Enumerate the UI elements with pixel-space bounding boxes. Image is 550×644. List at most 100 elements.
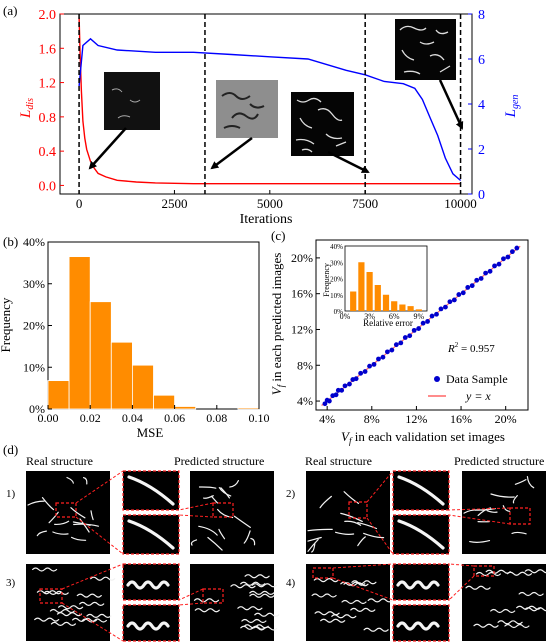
fiber (526, 476, 535, 489)
data-point (322, 401, 328, 407)
fiber (237, 606, 263, 611)
fiber (218, 528, 226, 540)
y-tick-label: 20% (23, 319, 45, 333)
zoom-connector (448, 575, 475, 601)
fiber (343, 491, 360, 504)
inset-x-tick-label: 0% (340, 312, 351, 321)
data-point (347, 381, 352, 387)
fiber (244, 574, 270, 579)
panel-c-r2-exp: 2 (455, 341, 459, 349)
panel-d-row-2: 2) (286, 488, 296, 500)
histogram-bar (174, 406, 197, 410)
fiber (314, 611, 340, 616)
y-tick-label: 8% (297, 358, 313, 372)
panel-d: (d) Real structure Predicted structure R… (3, 442, 550, 642)
data-point (514, 245, 520, 251)
fiber (36, 590, 62, 595)
fiber (249, 590, 275, 595)
series-l-dis (78, 17, 461, 185)
inset-image-3 (291, 92, 354, 156)
panel-c-xlabel-rest: in each validation set images (352, 429, 505, 444)
zoom-connector (75, 470, 124, 504)
fiber (72, 521, 91, 526)
region-of-interest (348, 501, 368, 519)
zoomed-fiber (126, 621, 170, 631)
inset-bar (358, 262, 365, 311)
panel-a: (a) 0.0 0.4 0.8 1.2 1.6 2.0 0 2 4 6 8 0 2500 5000 75… (3, 3, 521, 227)
data-point (335, 387, 341, 393)
legend-label-yx: y = x (465, 389, 491, 403)
panel-a-right-ylabel-sub: gen (510, 95, 521, 109)
data-point (438, 306, 444, 312)
panel-a-x-ticks: 0 2500 5000 7500 10000 (76, 190, 477, 211)
fiber (311, 593, 337, 598)
histogram-bar (47, 380, 70, 410)
fiber (307, 538, 319, 552)
fiber (486, 510, 498, 513)
fiber (251, 583, 277, 588)
panel-b: (b) 0.00 0.02 0.04 0.06 0.08 0.10 0% 10% 20% 30%… (0, 234, 270, 440)
panel-d-real-label-right: Real structure (305, 454, 372, 468)
fiber (473, 623, 499, 628)
fiber (243, 530, 251, 544)
data-point (407, 333, 413, 339)
inset-y-tick-label: 20% (330, 276, 343, 284)
zoom-connector (366, 517, 394, 555)
fiber (190, 539, 198, 546)
fiber (485, 569, 511, 574)
data-point (385, 349, 390, 355)
data-point (456, 292, 462, 297)
panel-c-plot-frame (315, 239, 529, 411)
fiber (249, 593, 275, 598)
fiber (341, 599, 367, 605)
zoom-connector (61, 602, 124, 642)
zoom-connector (178, 602, 204, 606)
fiber (506, 571, 533, 576)
fiber (27, 500, 45, 506)
data-point (451, 297, 457, 303)
panel-c-inset-xlabel: Relative error (363, 318, 413, 328)
panel-a-left-ylabel-main: L (18, 110, 34, 119)
arrow-4 (438, 79, 464, 130)
fiber (198, 486, 217, 489)
fiber (512, 495, 518, 504)
fiber (490, 608, 516, 614)
arrow-1 (88, 127, 127, 170)
data-point (416, 326, 422, 331)
inset-bar (350, 291, 357, 311)
fiber (502, 505, 511, 512)
zoom-pred-1 (122, 514, 180, 555)
right-tick-label: 2 (478, 143, 485, 158)
panel-d-row-3: 3) (6, 577, 16, 589)
real-structure-3 (26, 564, 116, 641)
data-point (509, 249, 515, 255)
inset-x-tick-label: 9% (413, 312, 424, 321)
right-tick-label: 6 (478, 53, 485, 68)
fiber (254, 612, 280, 617)
data-point (487, 268, 493, 274)
panel-c-xlabel-sub: f (349, 436, 353, 446)
panel-a-right-ylabel-main: L (503, 109, 519, 118)
data-point (420, 320, 426, 326)
fiber (56, 612, 83, 617)
panel-c-label: (c) (271, 228, 285, 243)
data-point (429, 313, 435, 319)
inset-image-1 (104, 72, 160, 130)
fiber (233, 515, 251, 528)
region-of-interest (39, 588, 63, 604)
fiber (319, 495, 332, 509)
data-point (380, 354, 386, 360)
data-point (362, 369, 368, 374)
zoom-connector (332, 577, 394, 601)
data-point (358, 370, 364, 376)
data-point (492, 263, 497, 269)
zoom-pred-4 (392, 604, 450, 642)
fiber (58, 605, 84, 610)
zoom-connector (178, 502, 214, 511)
fiber (66, 476, 74, 484)
fiber (71, 536, 87, 541)
inset-image-4 (395, 19, 456, 80)
histogram-bar (89, 301, 112, 410)
x-tick-label: 0.00 (38, 411, 59, 425)
fiber (90, 576, 116, 581)
